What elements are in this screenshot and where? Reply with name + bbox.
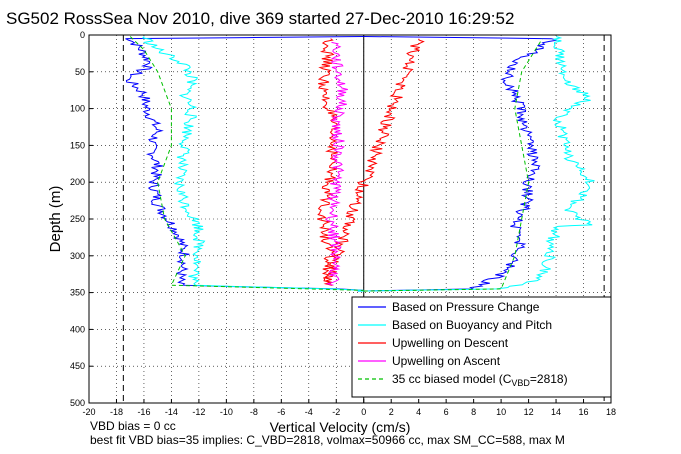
x-tick-label-13: 6: [444, 407, 449, 417]
legend-label-1: Based on Buoyancy and Pitch: [392, 318, 552, 332]
y-tick-labels: 0 50 100 150 200 250 300 350 400 450 500: [70, 30, 93, 408]
legend-label-4: 35 cc biased model (CVBD=2818): [392, 372, 568, 388]
series-buoyancy_descent: [141, 36, 364, 291]
footer-line-1: VBD bias = 0 cc: [90, 419, 176, 433]
legend: Based on Pressure Change Based on Buoyanc…: [351, 296, 612, 398]
y-tick-label-6: 300: [70, 251, 85, 261]
series-group: [125, 36, 595, 292]
x-tick-label-10: 0: [361, 407, 366, 417]
x-tick-label-18: 16: [579, 407, 589, 417]
y-tick-label-0: 0: [80, 30, 85, 40]
y-tick-label-9: 450: [70, 361, 85, 371]
x-tick-label-7: -6: [277, 407, 285, 417]
legend-label-3: Upwelling on Ascent: [392, 354, 501, 368]
x-tick-label-2: -16: [137, 407, 150, 417]
y-tick-label-10: 500: [70, 398, 85, 408]
x-tick-label-1: -18: [110, 407, 123, 417]
x-tick-label-12: 4: [416, 407, 421, 417]
x-tick-label-17: 14: [551, 407, 561, 417]
series-upwelling_ascent: [325, 41, 348, 286]
legend-box: [351, 296, 612, 398]
x-tick-label-19: 18: [606, 407, 616, 417]
x-tick-label-5: -10: [220, 407, 233, 417]
series-model_ascent: [363, 38, 543, 292]
y-tick-label-2: 100: [70, 104, 85, 114]
y-axis-label: Depth (m): [47, 186, 64, 253]
x-tick-label-3: -14: [165, 407, 178, 417]
legend-label-2: Upwelling on Descent: [392, 336, 509, 350]
legend-label-0: Based on Pressure Change: [392, 300, 540, 314]
x-tick-label-6: -8: [250, 407, 258, 417]
x-tick-labels: -20 -18 -16 -14 -12 -10 -8 -6 -4 -2 0 2 4 6 8 10 12 14 16 1…: [82, 399, 616, 417]
x-axis-label: Vertical Velocity (cm/s): [270, 419, 411, 435]
y-tick-label-1: 50: [75, 67, 85, 77]
y-tick-label-4: 200: [70, 177, 85, 187]
footer-line-2: best fit VBD bias=35 implies: C_VBD=2818…: [90, 433, 565, 447]
series-buoyancy_ascent: [358, 36, 595, 292]
x-tick-label-0: -20: [82, 407, 95, 417]
series-upwelling_descent: [317, 38, 425, 287]
y-tick-label-7: 350: [70, 288, 85, 298]
x-tick-label-8: -4: [305, 407, 313, 417]
x-tick-label-15: 10: [496, 407, 506, 417]
series-pressure_ascent: [357, 36, 558, 292]
y-tick-label-5: 250: [70, 214, 85, 224]
x-tick-label-11: 2: [389, 407, 394, 417]
x-tick-label-14: 8: [471, 407, 476, 417]
x-tick-label-16: 12: [524, 407, 534, 417]
series-model_descent: [129, 36, 364, 291]
x-tick-label-4: -12: [192, 407, 205, 417]
series-pressure_descent: [125, 36, 364, 291]
y-tick-label-3: 150: [70, 140, 85, 150]
y-tick-label-8: 400: [70, 324, 85, 334]
x-tick-label-9: -2: [332, 407, 340, 417]
chart-title: SG502 RossSea Nov 2010, dive 369 started…: [6, 9, 514, 28]
